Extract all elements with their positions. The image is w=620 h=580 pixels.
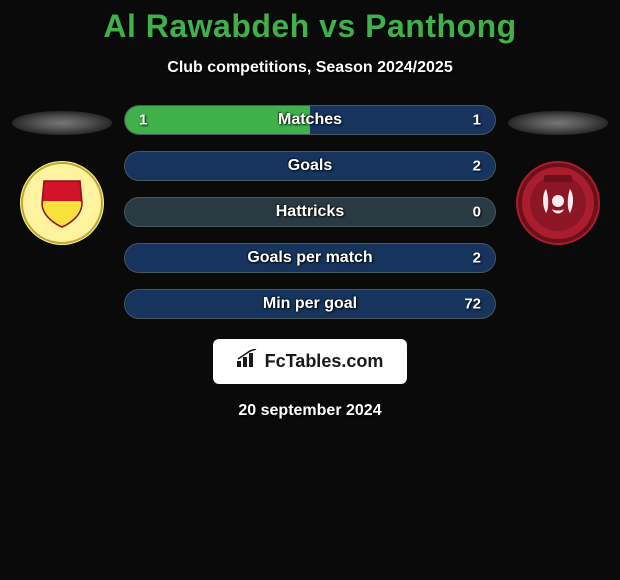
right-side — [504, 105, 612, 245]
stat-row: Hattricks 0 — [124, 197, 496, 227]
stat-row: Goals per match 2 — [124, 243, 496, 273]
brand-badge: FcTables.com — [213, 339, 408, 384]
stat-row: 1 Matches 1 — [124, 105, 496, 135]
stat-row: Min per goal 72 — [124, 289, 496, 319]
stat-label: Goals per match — [247, 249, 372, 267]
stat-label: Min per goal — [263, 295, 357, 313]
club-crest-left — [20, 161, 104, 245]
crest-left-svg — [20, 161, 104, 245]
stat-value-right: 2 — [473, 158, 481, 175]
stat-label: Goals — [288, 157, 332, 175]
brand-text: FcTables.com — [265, 351, 384, 372]
footer: FcTables.com 20 september 2024 — [0, 339, 620, 420]
stat-label: Matches — [278, 111, 342, 129]
comparison-card: Al Rawabdeh vs Panthong Club competition… — [0, 0, 620, 420]
stats-column: 1 Matches 1 Goals 2 Hattricks 0 Goals per match… — [116, 105, 504, 335]
stat-value-right: 72 — [464, 296, 481, 313]
crest-right-svg — [516, 161, 600, 245]
stat-value-right: 2 — [473, 250, 481, 267]
player-shadow-left — [12, 111, 112, 135]
stat-value-right: 0 — [473, 204, 481, 221]
stat-row: Goals 2 — [124, 151, 496, 181]
club-crest-right — [516, 161, 600, 245]
stat-value-left: 1 — [139, 112, 147, 129]
page-title: Al Rawabdeh vs Panthong — [0, 8, 620, 45]
stat-value-right: 1 — [473, 112, 481, 129]
stat-label: Hattricks — [276, 203, 344, 221]
left-side — [8, 105, 116, 245]
chart-bars-icon — [237, 349, 259, 374]
player-shadow-right — [508, 111, 608, 135]
subtitle: Club competitions, Season 2024/2025 — [0, 59, 620, 77]
date-label: 20 september 2024 — [0, 402, 620, 420]
content-row: 1 Matches 1 Goals 2 Hattricks 0 Goals per match… — [0, 105, 620, 335]
